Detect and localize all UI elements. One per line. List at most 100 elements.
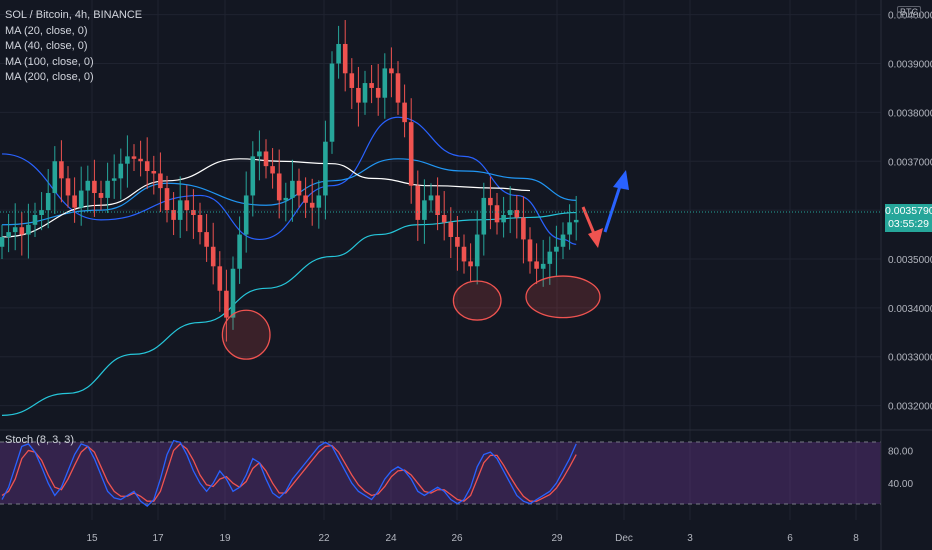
candle-up [422,200,427,220]
candle-down [171,210,176,220]
candle-down [375,87,381,98]
candle-down [131,156,137,159]
time-axis: 15 17 19 22 24 26 29 Dec 3 6 8 [86,533,859,544]
candle-up [6,232,11,237]
candle-down [389,68,394,74]
down-arrow-head [588,228,603,248]
candle-down [65,178,71,196]
candle-down [92,180,97,194]
candle-up [45,193,51,211]
ma-line-1 [1,116,577,245]
candle-up [39,210,44,215]
candle-down [408,122,414,186]
price-tick-label: 0.0034000 [888,304,932,315]
candle-down [468,261,473,267]
time-tick-label: 22 [318,533,330,544]
candle-down [435,195,440,215]
candle-up [547,251,553,264]
candle-down [158,173,163,189]
candle-down [356,87,361,103]
candle-up [243,195,249,235]
candle-down [151,171,157,174]
candle-up [474,234,480,267]
candle-down [138,158,143,162]
moving-averages [1,116,577,416]
price-tick-label: 0.0037000 [888,157,932,168]
candle-up [283,197,289,201]
ma-line-2 [1,158,577,226]
candle-down [276,173,282,201]
candle-down [184,200,190,211]
candle-down [455,236,460,247]
price-tick-label: 0.0033000 [888,353,932,364]
candle-up [0,236,5,247]
time-tick-label: 6 [787,533,793,544]
candle-up [560,234,566,247]
candle-down [72,195,77,208]
highlight-ellipse [221,309,271,360]
up-arrow-head [613,170,629,190]
candle-down [395,73,401,103]
time-tick-label: 24 [385,533,397,544]
currency-badge[interactable]: BTC [897,6,921,18]
candle-up [336,43,341,64]
candle-down [534,261,539,269]
candle-down [441,215,447,223]
candle-down [521,217,526,240]
candle-up [111,178,117,181]
candle-up [26,224,31,235]
down-arrow-shaft [581,206,597,237]
candle-down [210,246,216,267]
candle-up [540,263,546,269]
bar-countdown: 03:55:29 [888,218,929,230]
candle-up [257,151,262,157]
stoch-tick-label: 80.00 [888,446,913,457]
candle-down [303,195,308,203]
candle-down [144,161,150,172]
highlight-ellipse [525,275,601,319]
candle-up [52,161,58,194]
candle-down [19,227,25,235]
highlight-ellipse [452,280,502,321]
candle-up [125,156,130,164]
price-tick-label: 0.0039000 [888,60,932,71]
candle-up [481,197,487,235]
candle-down [342,43,348,74]
legend-ma20[interactable]: MA (20, close, 0) [5,24,88,37]
candles [0,20,579,342]
candle-down [527,239,533,262]
stoch-tick-label: 40.00 [888,479,913,490]
annotations [221,170,629,360]
candle-down [263,151,269,167]
candle-down [296,180,302,196]
candle-down [197,215,203,233]
stoch-legend[interactable]: Stoch (8, 3, 3) [5,434,75,446]
time-tick-label: 17 [152,533,164,544]
candle-up [32,215,38,225]
legend-ma40[interactable]: MA (40, close, 0) [5,40,88,52]
candle-down [402,102,407,123]
candle-down [349,73,355,88]
stochastic-lines [1,439,577,507]
candle-up [329,63,335,142]
time-tick-label: 26 [451,533,463,544]
time-tick-label: 29 [551,533,563,544]
candle-down [204,232,209,247]
last-price-tag: 0.0035790 03:55:29 [885,204,932,232]
candle-down [415,185,421,220]
legend-ma100[interactable]: MA (100, close, 0) [5,55,94,68]
time-tick-label: Dec [615,533,633,544]
candle-down [98,193,104,198]
legend-title[interactable]: SOL / Bitcoin, 4h, BINANCE [5,9,143,21]
candle-up [118,163,124,179]
candle-down [59,161,64,179]
candle-up [316,195,322,208]
candle-up [507,210,513,215]
candle-up [501,215,506,223]
candle-down [224,290,229,318]
candle-up [382,68,388,98]
legend-ma200[interactable]: MA (200, close, 0) [5,71,94,83]
candle-up [323,141,328,196]
candle-up [177,200,183,220]
